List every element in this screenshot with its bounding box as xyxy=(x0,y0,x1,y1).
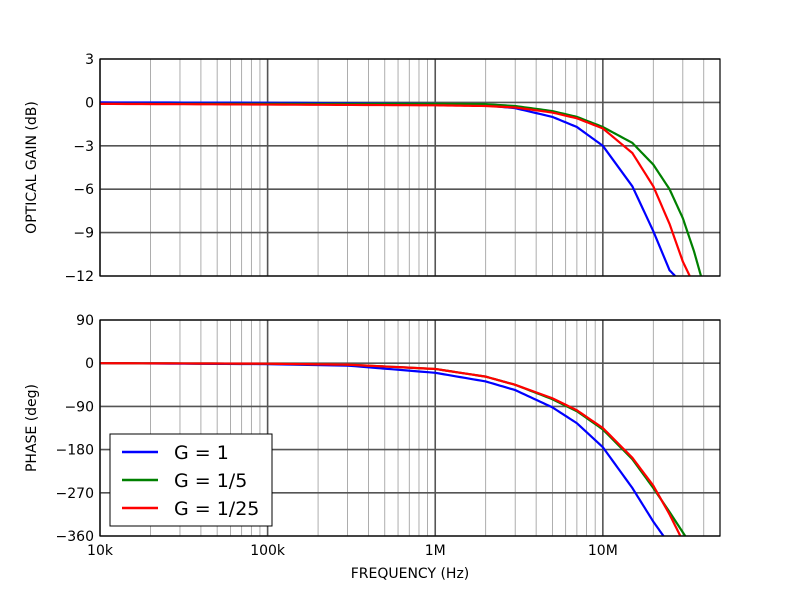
legend-label: G = 1/5 xyxy=(174,470,247,492)
gain-y-axis-label: OPTICAL GAIN (dB) xyxy=(24,101,40,234)
gain-panel: 3 0 −3 −6 −9 −12 OPTICAL GAIN (dB) xyxy=(24,52,721,285)
y-tick-label: 3 xyxy=(85,52,94,68)
y-tick-label: −360 xyxy=(56,529,94,545)
x-tick-label: 10M xyxy=(588,543,618,559)
legend-entries: G = 1 G = 1/5 G = 1/25 xyxy=(122,442,259,520)
phase-curves xyxy=(100,362,687,536)
x-tick-labels: 10k 100k 1M 10M xyxy=(87,543,618,559)
legend-label: G = 1 xyxy=(174,442,229,464)
y-tick-label: 0 xyxy=(85,356,94,372)
series-line-2 xyxy=(100,102,703,276)
phase-ticks: 90 0 −90 −180 −270 −360 xyxy=(56,313,94,545)
y-tick-label: −9 xyxy=(73,226,94,242)
gain-frame xyxy=(99,58,721,277)
gain-grid xyxy=(99,58,720,277)
phase-y-axis-label: PHASE (deg) xyxy=(24,384,40,472)
y-tick-label: −12 xyxy=(64,269,94,285)
x-axis-label: FREQUENCY (Hz) xyxy=(351,566,470,582)
x-tick-label: 10k xyxy=(87,543,114,559)
series-line-3 xyxy=(100,362,682,536)
gain-curves xyxy=(100,101,703,276)
y-tick-label: −6 xyxy=(73,182,94,198)
gain-ticks: 3 0 −3 −6 −9 −12 xyxy=(64,52,94,285)
y-tick-label: 90 xyxy=(76,313,94,329)
y-tick-label: −90 xyxy=(64,399,94,415)
x-tick-label: 1M xyxy=(425,543,446,559)
legend-label: G = 1/25 xyxy=(174,498,259,520)
phase-frame xyxy=(99,319,721,537)
phase-panel: 900−90−180−270−360 PHASE (deg) G = 1G = … xyxy=(24,313,721,545)
y-tick-label: −180 xyxy=(56,443,94,459)
y-tick-label: −270 xyxy=(56,486,94,502)
series-line-3 xyxy=(100,102,691,276)
y-tick-label: 0 xyxy=(85,95,94,111)
legend: G = 1 G = 1/5 G = 1/25 xyxy=(109,433,273,527)
y-tick-label: −3 xyxy=(73,139,94,155)
x-tick-label: 100k xyxy=(250,543,286,559)
